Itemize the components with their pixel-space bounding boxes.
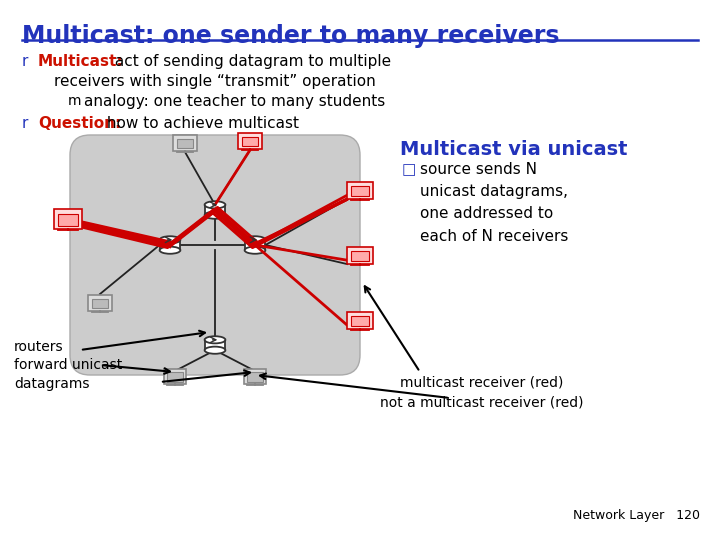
Bar xyxy=(176,138,193,149)
Ellipse shape xyxy=(204,212,225,219)
Text: multicast receiver (red): multicast receiver (red) xyxy=(400,375,563,389)
Text: Network Layer   120: Network Layer 120 xyxy=(573,509,700,522)
Bar xyxy=(244,369,266,384)
Bar xyxy=(58,214,78,226)
Bar xyxy=(347,247,373,264)
Bar xyxy=(247,373,263,381)
FancyBboxPatch shape xyxy=(70,135,360,375)
Ellipse shape xyxy=(160,236,181,244)
Text: receivers with single “transmit” operation: receivers with single “transmit” operati… xyxy=(54,74,376,89)
Text: m: m xyxy=(68,94,81,108)
Text: act of sending datagram to multiple: act of sending datagram to multiple xyxy=(110,54,391,69)
Text: r: r xyxy=(22,116,28,131)
Text: Multicast via unicast: Multicast via unicast xyxy=(400,140,628,159)
Bar xyxy=(242,137,258,146)
Bar xyxy=(91,299,108,308)
Text: Question:: Question: xyxy=(38,116,121,131)
Ellipse shape xyxy=(245,247,266,254)
Text: source sends N
unicast datagrams,
one addressed to
each of N receivers: source sends N unicast datagrams, one ad… xyxy=(420,162,568,244)
Text: □: □ xyxy=(402,162,416,177)
Bar xyxy=(351,186,369,196)
Bar xyxy=(88,295,112,311)
Text: routers
forward unicast
datagrams: routers forward unicast datagrams xyxy=(14,340,122,391)
Bar xyxy=(164,369,186,384)
Ellipse shape xyxy=(204,336,225,343)
Ellipse shape xyxy=(160,247,181,254)
Bar xyxy=(238,133,262,149)
Ellipse shape xyxy=(204,201,225,208)
Ellipse shape xyxy=(204,347,225,354)
Text: not a multicast receiver (red): not a multicast receiver (red) xyxy=(380,395,583,409)
Bar xyxy=(245,240,266,250)
Bar xyxy=(204,340,225,350)
Bar xyxy=(173,135,197,151)
Text: how to achieve multicast: how to achieve multicast xyxy=(102,116,299,131)
Text: Multicast:: Multicast: xyxy=(38,54,124,69)
Text: r: r xyxy=(22,54,28,69)
Bar xyxy=(351,315,369,326)
Bar xyxy=(204,205,225,215)
Text: Multicast: one sender to many receivers: Multicast: one sender to many receivers xyxy=(22,24,559,48)
Bar xyxy=(53,210,82,229)
Bar xyxy=(347,181,373,199)
Text: analogy: one teacher to many students: analogy: one teacher to many students xyxy=(84,94,385,109)
Bar xyxy=(347,312,373,329)
Bar xyxy=(160,240,181,250)
Bar xyxy=(351,251,369,261)
Ellipse shape xyxy=(245,236,266,244)
Bar xyxy=(167,373,183,381)
